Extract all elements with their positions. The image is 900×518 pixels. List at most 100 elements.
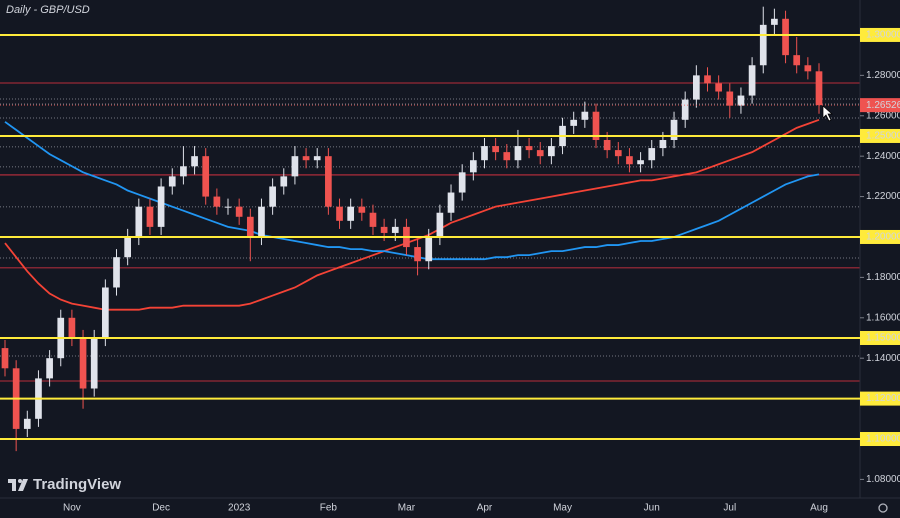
candle-body (213, 196, 221, 207)
candle-body (358, 206, 366, 213)
candle-body (815, 71, 823, 106)
candle-body (793, 55, 801, 66)
candle-body (637, 160, 644, 165)
last-price-label: 1.26526 (866, 100, 900, 111)
settings-icon[interactable] (878, 503, 888, 513)
y-tick-label: 1.18000 (866, 272, 900, 283)
candle-body (659, 140, 667, 149)
y-tick-label: 1.28000 (866, 70, 900, 81)
candle-body (124, 236, 132, 258)
y-tick-label: 1.08000 (866, 474, 900, 485)
chart-title: Daily - GBP/USD (6, 4, 90, 16)
candle-body (759, 24, 767, 66)
candle-body (191, 156, 198, 167)
candle-body (514, 146, 522, 161)
candle-body (469, 160, 477, 173)
candle-body (748, 65, 756, 96)
candle-body (425, 236, 433, 262)
candle-body (704, 75, 711, 84)
candle-body (782, 18, 789, 56)
level-label-box (860, 229, 900, 244)
watermark: TradingView (33, 476, 121, 493)
candle-body (291, 156, 299, 177)
y-tick-label: 1.14000 (866, 353, 900, 364)
candle-body (246, 216, 254, 237)
candle-body (235, 206, 243, 217)
y-tick-label: 1.16000 (866, 312, 900, 323)
candle-body (325, 156, 332, 207)
candle-body (46, 358, 53, 379)
candle-body (536, 150, 544, 157)
level-label-box (860, 432, 900, 447)
candle-body (369, 212, 377, 227)
candle-body (135, 206, 143, 237)
candle-body (715, 83, 722, 92)
x-tick-label: Aug (810, 503, 828, 514)
x-tick-label: Nov (63, 503, 81, 514)
candle-body (157, 186, 165, 227)
candle-body (79, 337, 87, 389)
logo-dot (18, 479, 22, 483)
candle-body (614, 150, 622, 157)
candle-body (113, 257, 120, 288)
level-label: 1.10000 (866, 434, 900, 445)
y-tick-label: 1.22000 (866, 191, 900, 202)
candle-body (269, 186, 276, 207)
candle-body (626, 156, 633, 165)
level-label-box (860, 128, 900, 143)
candle-body (202, 156, 210, 197)
level-label-box (860, 330, 900, 345)
level-label: 1.12000 (866, 393, 900, 404)
moving-average (4, 118, 820, 311)
candle-body (726, 91, 734, 106)
y-tick-label: 1.26000 (866, 110, 900, 121)
logo: TradingView (8, 476, 121, 493)
last-price-box (860, 98, 900, 113)
candle-body (804, 65, 812, 72)
candle-body (313, 156, 321, 161)
y-tick-label: 1.24000 (866, 151, 900, 162)
candle-body (737, 95, 745, 106)
x-tick-label: Mar (398, 503, 416, 514)
candle-body (68, 317, 76, 338)
candle-body (391, 226, 399, 233)
candle-body (380, 226, 388, 233)
level-label: 1.30000 (866, 30, 900, 41)
candle-body (347, 206, 355, 221)
candle-body (1, 348, 9, 369)
candle-body (168, 176, 176, 187)
candle-body (146, 206, 154, 227)
candle-body (692, 75, 700, 100)
candle-body (570, 119, 578, 126)
plot-area (0, 6, 860, 452)
x-tick-label: Apr (477, 503, 493, 514)
candle-body (102, 287, 109, 338)
candle-body (23, 418, 31, 429)
level-label: 1.25000 (866, 131, 900, 142)
candle-body (492, 146, 499, 153)
candle-body (603, 140, 611, 151)
candle-body (224, 206, 232, 208)
candle-body (90, 337, 98, 389)
candle-body (458, 172, 466, 193)
x-tick-label: 2023 (228, 503, 251, 514)
x-tick-label: Feb (320, 503, 338, 514)
candle-body (648, 148, 656, 161)
level-label-box (860, 391, 900, 406)
level-label: 1.20000 (866, 232, 900, 243)
x-tick-label: Jul (723, 503, 736, 514)
candle-body (670, 119, 678, 141)
candle-body (581, 111, 589, 120)
candle-body (503, 152, 511, 161)
level-label: 1.15000 (866, 333, 900, 344)
moving-average (4, 121, 820, 261)
candle-body (771, 18, 778, 25)
candle-body (525, 146, 533, 151)
candle-body (548, 146, 555, 157)
x-tick-label: Dec (152, 503, 170, 514)
candle-body (447, 192, 455, 213)
candle-body (336, 206, 343, 221)
candle-body (481, 146, 488, 161)
logo-icon (8, 479, 28, 491)
